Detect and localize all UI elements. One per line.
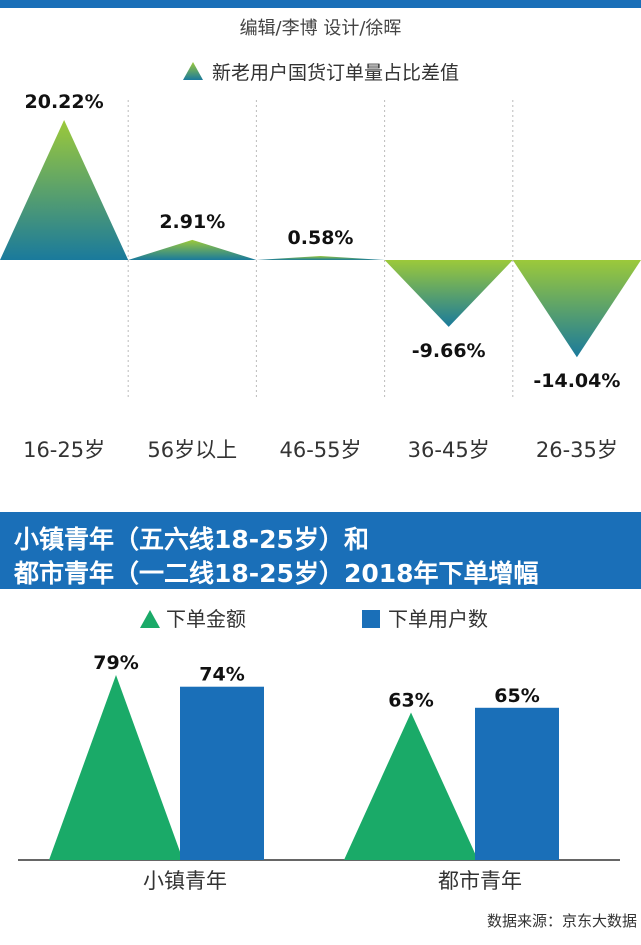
chart2-title-line-2: 都市青年（一二线18-25岁）2018年下单增幅 <box>14 559 539 588</box>
chart2-title-banner: 小镇青年（五六线18-25岁）和 都市青年（一二线18-25岁）2018年下单增… <box>0 512 641 589</box>
amount-value-label: 63% <box>388 689 433 711</box>
users-value-label: 74% <box>199 664 244 686</box>
users-bar-0 <box>180 686 264 860</box>
amount-value-label: 79% <box>93 652 138 674</box>
users-value-label: 65% <box>494 685 539 707</box>
category-label: 36-45岁 <box>408 438 490 462</box>
area-peak-1 <box>128 239 257 260</box>
category-label: 56岁以上 <box>147 438 237 462</box>
value-label: 0.58% <box>288 227 354 249</box>
area-peak-2 <box>256 255 385 260</box>
category-label: 16-25岁 <box>23 438 105 462</box>
chart1-legend: 新老用户国货订单量占比差值 <box>0 58 641 85</box>
chart2-legend-amount: 下单金额 <box>140 603 246 632</box>
chart2-bar-chart: 79% 74% 小镇青年 63% 65% 都市青年 <box>18 652 620 893</box>
triangle-legend-icon <box>140 610 160 628</box>
legend-users-label: 下单用户数 <box>388 607 488 631</box>
area-peak-3 <box>384 260 513 327</box>
top-accent-bar <box>0 0 641 8</box>
users-bar-1 <box>475 707 559 860</box>
chart2-legend-users: 下单用户数 <box>362 603 488 632</box>
category-label: 小镇青年 <box>143 869 227 893</box>
editor-credits: 编辑/李博 设计/徐晖 <box>239 18 402 39</box>
value-label: -14.04% <box>533 370 620 392</box>
value-label: 2.91% <box>159 211 225 233</box>
value-label: -9.66% <box>412 340 486 362</box>
value-label: 20.22% <box>25 91 104 113</box>
area-peak-0 <box>0 120 129 260</box>
category-label: 26-35岁 <box>536 438 618 462</box>
area-peak-4 <box>512 260 641 358</box>
chart2-title-line-1: 小镇青年（五六线18-25岁）和 <box>14 525 369 554</box>
data-source: 数据来源：京东大数据 <box>486 912 637 930</box>
square-legend-icon <box>362 610 380 628</box>
category-label: 都市青年 <box>438 869 522 893</box>
chart1-legend-label: 新老用户国货订单量占比差值 <box>211 62 459 84</box>
chart1-area-chart: 20.22% 16-25岁 2.91% 56岁以上 0.58% 46-55岁 -9.66% 3… <box>0 91 641 462</box>
legend-amount-label: 下单金额 <box>166 607 246 631</box>
amount-triangle-0 <box>49 675 183 860</box>
triangle-legend-icon <box>182 62 203 80</box>
category-label: 46-55岁 <box>279 438 361 462</box>
amount-triangle-1 <box>344 712 478 860</box>
